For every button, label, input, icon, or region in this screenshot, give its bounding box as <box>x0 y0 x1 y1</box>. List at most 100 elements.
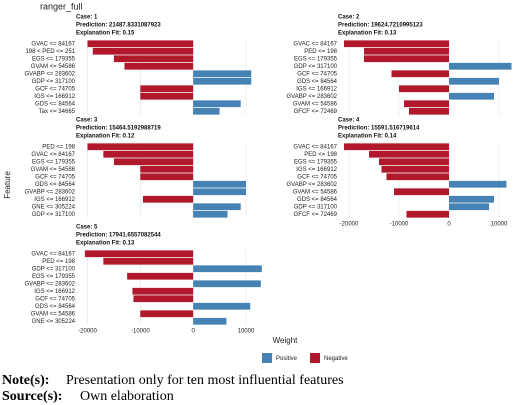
y-tick-label: GNE <= 305224 <box>32 204 76 210</box>
y-tick-label: GDP <= 317100 <box>294 64 338 70</box>
x-tick-label: -20000 <box>340 222 359 228</box>
y-tick-label: IGS <= 166912 <box>34 197 75 203</box>
bar <box>193 188 246 196</box>
bar <box>394 188 449 196</box>
bar <box>87 143 194 151</box>
panel-fit: Explanation Fit: 0.12 <box>76 134 135 140</box>
chart-title: ranger_full <box>40 1 83 11</box>
panel-fit: Explanation Fit: 0.15 <box>76 31 135 37</box>
legend-swatch <box>310 353 320 363</box>
y-tick-label: GCF <= 74705 <box>297 71 337 77</box>
y-tick-label: GCF <= 74705 <box>297 174 337 180</box>
bar <box>364 47 449 55</box>
x-tick-label: -10000 <box>390 222 409 228</box>
y-tick-label: GDS <= 84564 <box>35 304 76 310</box>
bar <box>140 165 194 173</box>
bar <box>449 62 512 70</box>
y-tick-label: PED <= 198 <box>304 152 337 158</box>
bar <box>92 47 194 55</box>
bar <box>193 70 252 78</box>
bar <box>193 77 252 85</box>
legend-label: Negative <box>324 356 348 362</box>
panel-fit: Explanation Fit: 0.13 <box>338 31 397 37</box>
y-tick-label: GDS <= 84564 <box>297 79 338 85</box>
bar <box>379 158 449 166</box>
y-tick-label: GVAC <= 84167 <box>293 144 337 150</box>
y-tick-label: GDS <= 84564 <box>35 182 76 188</box>
y-tick-label: GVAM <= 54586 <box>31 64 76 70</box>
y-tick-label: GVAC <= 84167 <box>31 41 75 47</box>
bar <box>127 272 194 280</box>
bar <box>409 107 449 115</box>
bar <box>193 302 251 310</box>
bar <box>193 265 262 273</box>
bar <box>193 280 261 288</box>
panel-prediction: Prediction: 15464.5192988719 <box>76 126 161 132</box>
y-tick-label: GFCF <= 72469 <box>294 212 338 218</box>
y-tick-label: GVABP <= 283602 <box>25 189 76 195</box>
bar <box>449 92 494 100</box>
bar <box>113 158 194 166</box>
y-tick-label: GDP <= 317100 <box>32 266 76 272</box>
y-tick-label: GVAC <= 84167 <box>31 152 75 158</box>
x-axis-label: Weight <box>273 336 299 345</box>
bar <box>369 150 449 158</box>
panel-prediction: Prediction: 19624.7210995123 <box>338 23 423 29</box>
bar <box>140 173 194 181</box>
y-tick-label: GDS <= 84564 <box>297 197 338 203</box>
bar <box>142 195 194 203</box>
y-tick-label: GNE <= 305224 <box>32 319 76 325</box>
bar <box>140 85 194 93</box>
source-text: Own elaboration <box>80 389 174 404</box>
bar <box>193 203 241 211</box>
y-tick-label: EGS <= 179355 <box>32 274 76 280</box>
y-tick-label: EGS <= 179355 <box>32 159 76 165</box>
panel-fit: Explanation Fit: 0.14 <box>338 134 397 140</box>
y-tick-label: IGS <= 166912 <box>296 86 337 92</box>
y-tick-label: GVAC <= 84167 <box>31 251 75 257</box>
bar <box>449 180 507 188</box>
y-tick-label: 198 < PED <= 251 <box>25 49 75 55</box>
bar <box>391 70 449 78</box>
bar <box>103 150 194 158</box>
x-tick-label: -20000 <box>78 329 97 335</box>
panel-case: Case: 1 <box>76 15 98 21</box>
y-tick-label: GVABP <= 283602 <box>287 182 338 188</box>
y-tick-label: GVAM <= 54586 <box>31 167 76 173</box>
y-tick-label: GVAM <= 54586 <box>31 311 76 317</box>
bar <box>381 165 449 173</box>
bar <box>124 62 194 70</box>
bar <box>449 195 494 203</box>
note-text: Presentation only for ten most influenti… <box>66 373 344 388</box>
x-tick-label: 0 <box>447 222 451 228</box>
y-tick-label: GCF <= 74705 <box>35 86 75 92</box>
bar <box>406 210 449 218</box>
panel-case: Case: 2 <box>338 15 360 21</box>
panel-prediction: Prediction: 17941.6557082544 <box>76 233 161 239</box>
x-tick-label: 10000 <box>491 222 508 228</box>
bar <box>404 100 449 108</box>
note-label: Note(s): <box>2 373 49 388</box>
y-tick-label: GVABP <= 283602 <box>287 94 338 100</box>
y-tick-label: GCF <= 74705 <box>35 296 75 302</box>
bar <box>193 180 246 188</box>
y-tick-label: GDP <= 317100 <box>32 79 76 85</box>
bar <box>113 55 194 63</box>
panel-fit: Explanation Fit: 0.13 <box>76 241 135 247</box>
bar <box>449 203 489 211</box>
y-tick-label: GCF <= 74705 <box>35 174 75 180</box>
bar <box>140 92 194 100</box>
panel-case: Case: 3 <box>76 118 98 124</box>
source-label: Source(s): <box>2 389 62 404</box>
bar <box>133 295 194 303</box>
y-tick-label: GVAM <= 54586 <box>293 189 338 195</box>
y-tick-label: IGS <= 166912 <box>34 289 75 295</box>
y-tick-label: PED <= 198 <box>42 259 75 265</box>
panel-prediction: Prediction: 21487.8331087923 <box>76 23 161 29</box>
bar <box>84 250 194 258</box>
x-tick-label: 0 <box>191 329 195 335</box>
x-tick-label: 10000 <box>238 329 255 335</box>
bar <box>344 143 449 151</box>
bar <box>193 100 241 108</box>
